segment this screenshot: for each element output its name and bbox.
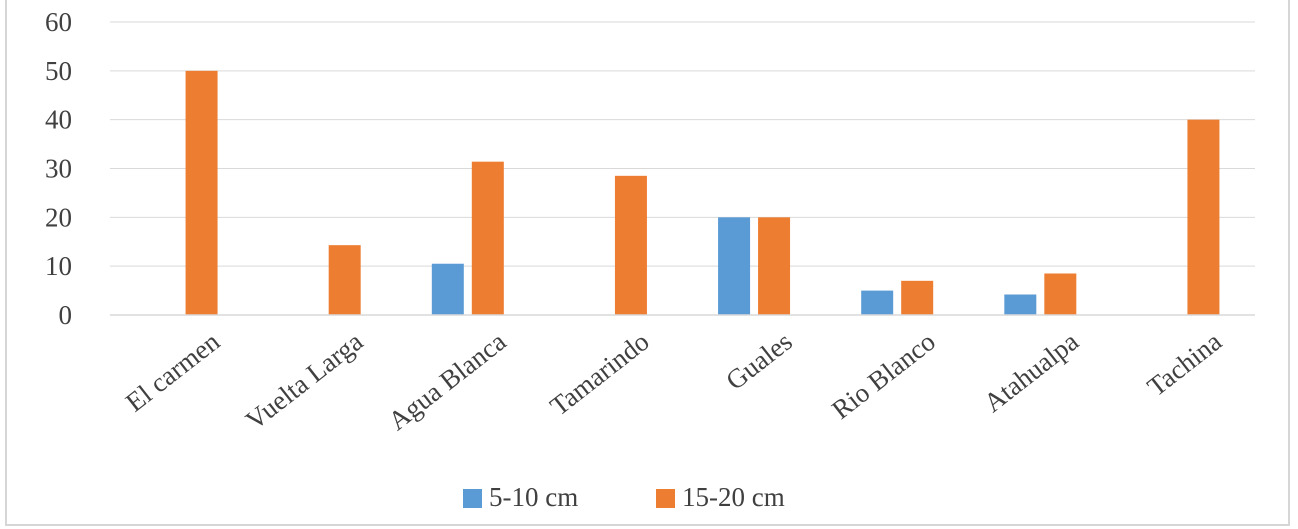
bar-series2 — [1044, 273, 1077, 315]
bar-series2 — [758, 217, 791, 315]
category-label: Agua Blanca — [383, 326, 512, 436]
category-label: Rio Blanco — [826, 326, 941, 425]
bar-series2 — [1187, 119, 1220, 316]
y-tick-label: 30 — [45, 154, 72, 184]
bar-series1 — [718, 217, 751, 315]
y-tick-label: 20 — [45, 202, 72, 232]
category-label: Atahualpa — [978, 326, 1084, 418]
legend: 5-10 cm 15-20 cm — [463, 482, 785, 512]
bars — [185, 70, 1220, 316]
y-tick-label: 40 — [45, 105, 72, 135]
bar-series2 — [328, 245, 361, 315]
category-labels: El carmen Vuelta Larga Agua Blanca Tamarind… — [120, 326, 1227, 436]
legend-label: 5-10 cm — [489, 482, 578, 512]
y-tick-label: 60 — [45, 7, 72, 37]
category-label: Guales — [720, 326, 798, 396]
category-label: Tachina — [1142, 326, 1228, 402]
category-label: Tamarindo — [544, 326, 654, 421]
y-tick-label: 10 — [45, 251, 72, 281]
bar-series2 — [471, 161, 504, 315]
bar-series2 — [614, 175, 647, 315]
legend-swatch — [656, 489, 675, 508]
legend-swatch — [463, 489, 482, 508]
chart-frame — [5, 0, 1290, 526]
bar-series2 — [901, 280, 934, 315]
y-tick-label: 0 — [59, 300, 73, 330]
category-label: El carmen — [120, 326, 226, 418]
bar-series1 — [1004, 294, 1037, 315]
category-label: Vuelta Larga — [240, 326, 368, 436]
y-tick-label: 50 — [45, 56, 72, 86]
gridlines — [110, 21, 1255, 267]
y-axis-ticks: 0 10 20 30 40 50 60 — [45, 7, 72, 330]
legend-label: 15-20 cm — [682, 482, 785, 512]
bar-series1 — [861, 290, 894, 315]
bar-series2 — [185, 70, 218, 315]
bar-series1 — [431, 263, 464, 315]
